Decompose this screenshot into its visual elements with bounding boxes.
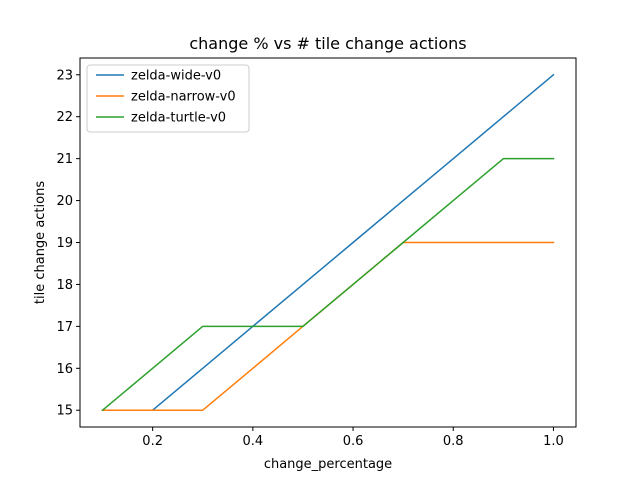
legend-label: zelda-narrow-v0: [131, 90, 236, 105]
series-line-zelda-narrow-v0: [101, 241, 555, 411]
y-axis-label: tile change actions: [33, 181, 48, 304]
x-tick-label: 0.8: [443, 434, 464, 449]
y-tick-label: 18: [56, 278, 73, 293]
x-axis: 0.2 0.4 0.6 0.8 1.0: [142, 427, 564, 449]
y-tick-label: 23: [56, 68, 73, 83]
x-tick-label: 1.0: [543, 434, 564, 449]
x-tick-label: 0.4: [243, 434, 264, 449]
y-axis: 15 16 17 18 19 20 21 22 23: [56, 68, 80, 419]
y-tick-label: 22: [56, 110, 73, 125]
chart-title: change % vs # tile change actions: [189, 34, 466, 53]
x-tick-label: 0.2: [142, 434, 163, 449]
y-tick-label: 17: [56, 320, 73, 335]
x-axis-label: change_percentage: [264, 457, 392, 472]
plot-lines: [101, 73, 555, 412]
y-tick-label: 20: [56, 194, 73, 209]
series-line-zelda-turtle-v0: [101, 157, 555, 412]
series-line-zelda-wide-v0: [101, 73, 555, 411]
legend-label: zelda-turtle-v0: [131, 111, 226, 126]
y-tick-label: 15: [56, 404, 73, 419]
legend-box: [86, 64, 250, 133]
y-tick-label: 16: [56, 362, 73, 377]
x-tick-label: 0.6: [343, 434, 364, 449]
y-tick-label: 19: [56, 236, 73, 251]
y-tick-label: 21: [56, 152, 73, 167]
legend: zelda-wide-v0 zelda-narrow-v0 zelda-turtle…: [86, 64, 250, 133]
legend-label: zelda-wide-v0: [131, 69, 221, 84]
